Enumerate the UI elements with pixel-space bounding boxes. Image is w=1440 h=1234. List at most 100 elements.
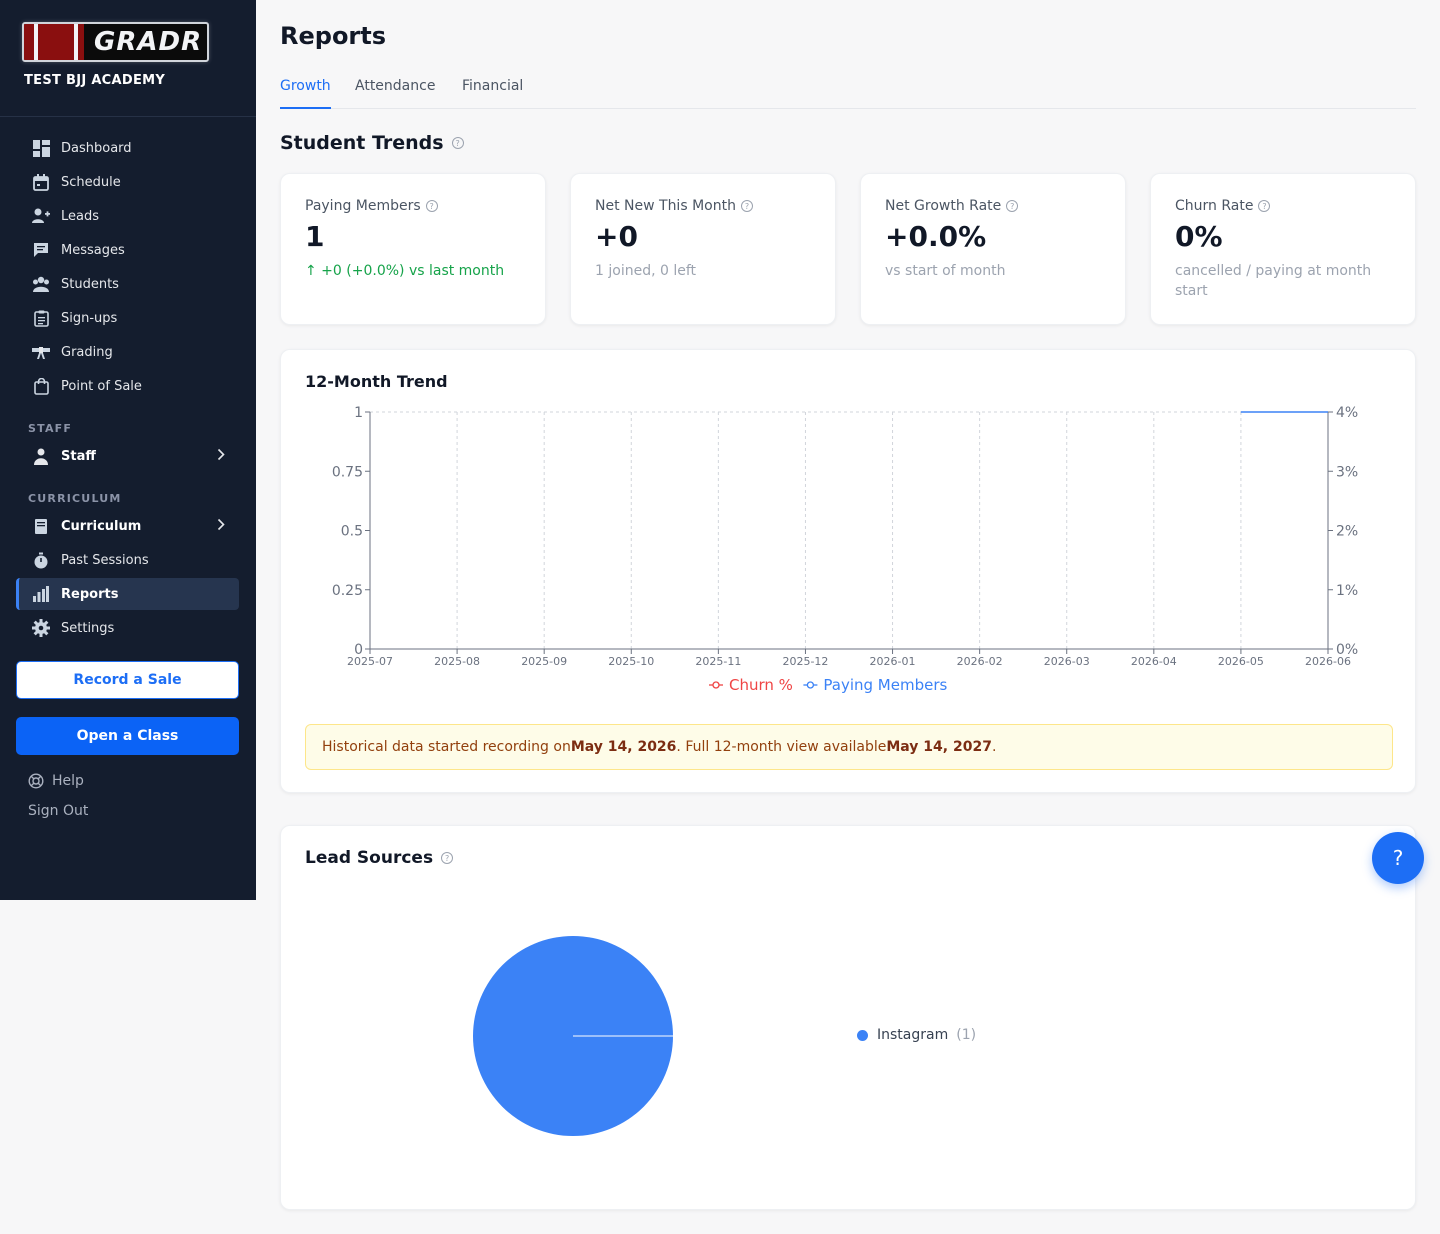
y-left-tick-label: 1	[354, 405, 363, 421]
sidebar-item-curriculum[interactable]: Curriculum	[16, 510, 239, 542]
group-icon	[32, 275, 50, 293]
sidebar-item-sign-ups[interactable]: Sign-ups	[16, 302, 239, 334]
stat-value: 1	[305, 220, 325, 253]
sidebar-item-label: Point of Sale	[61, 378, 142, 394]
open-class-button[interactable]: Open a Class	[16, 717, 239, 755]
sidebar-item-students[interactable]: Students	[16, 268, 239, 300]
stat-card-paying-members: Paying Members ? 1 ↑ +0 (+0.0%) vs last …	[280, 173, 546, 325]
y-left-tick-label: 0.75	[332, 464, 363, 480]
stat-subtext: cancelled / paying at month start	[1175, 263, 1372, 299]
help-circle-icon[interactable]: ?	[1006, 200, 1019, 212]
chevron-right-icon	[217, 518, 225, 535]
lead-sources-card: Lead Sources ? Instagram (1)	[280, 825, 1416, 1210]
stat-value: +0.0%	[885, 220, 987, 253]
notice-start-date: May 14, 2026	[570, 739, 677, 755]
stat-subtext: 1 joined, 0 left	[595, 263, 697, 279]
legend-label: Churn %	[729, 676, 793, 694]
sidebar-item-point-of-sale[interactable]: Point of Sale	[16, 370, 239, 402]
stat-label: Paying Members	[305, 198, 421, 214]
sidebar-item-schedule[interactable]: Schedule	[16, 166, 239, 198]
help-circle-icon[interactable]: ?	[441, 852, 454, 864]
lead-sources-title: Lead Sources	[305, 848, 434, 868]
x-tick-label: 2025-07	[347, 655, 393, 668]
help-circle-icon[interactable]: ?	[451, 137, 464, 149]
sidebar-item-past-sessions[interactable]: Past Sessions	[16, 544, 239, 576]
sidebar-item-label: Past Sessions	[61, 552, 149, 568]
help-label: Help	[52, 773, 84, 789]
legend-label: Instagram	[877, 1027, 949, 1043]
legend-count: (1)	[956, 1027, 977, 1043]
notice-suffix: .	[991, 739, 997, 755]
chat-icon	[32, 241, 50, 259]
sidebar-item-leads[interactable]: Leads	[16, 200, 239, 232]
legend-dot	[857, 1029, 868, 1041]
stat-label-row: Churn Rate ?	[1175, 198, 1391, 214]
sign-out-link[interactable]: Sign Out	[28, 803, 89, 819]
help-fab-button[interactable]: ?	[1372, 832, 1424, 884]
x-tick-label: 2026-04	[1131, 655, 1177, 668]
x-tick-label: 2026-06	[1305, 655, 1351, 668]
x-tick-label: 2026-02	[957, 655, 1003, 668]
sidebar-item-dashboard[interactable]: Dashboard	[16, 132, 239, 164]
bar-chart-icon	[32, 585, 50, 603]
person-icon	[32, 447, 50, 465]
pie-legend-item[interactable]: Instagram (1)	[857, 1027, 976, 1043]
curriculum-section-label: CURRICULUM	[28, 492, 122, 505]
stat-card-churn-rate: Churn Rate ? 0% cancelled / paying at mo…	[1150, 173, 1416, 325]
sidebar-item-label: Leads	[61, 208, 100, 224]
legend-marker-dot	[712, 681, 720, 689]
student-trends-title: Student Trends	[280, 132, 444, 154]
x-tick-label: 2025-09	[521, 655, 567, 668]
help-link[interactable]: Help	[28, 773, 84, 789]
stat-card-net-new: Net New This Month ? +0 1 joined, 0 left	[570, 173, 836, 325]
x-tick-label: 2026-03	[1044, 655, 1090, 668]
stat-value: 0%	[1175, 220, 1223, 253]
tab-financial[interactable]: Financial	[462, 78, 524, 94]
y-right-tick-label: 3%	[1336, 464, 1358, 480]
x-tick-label: 2025-12	[782, 655, 828, 668]
help-circle-icon[interactable]: ?	[425, 200, 438, 212]
y-right-tick-label: 0%	[1336, 642, 1358, 658]
tab-growth[interactable]: Growth	[280, 76, 331, 109]
logo-text: GRADR	[94, 27, 203, 57]
calendar-icon	[32, 173, 50, 191]
record-sale-button[interactable]: Record a Sale	[16, 661, 239, 699]
sidebar-item-label: Schedule	[61, 174, 121, 190]
shopping-bag-icon	[32, 377, 50, 395]
sidebar-item-staff[interactable]: Staff	[16, 440, 239, 472]
historical-data-notice: Historical data started recording on May…	[305, 724, 1393, 770]
tab-attendance[interactable]: Attendance	[355, 78, 436, 94]
gradr-logo[interactable]: GRADR	[22, 22, 209, 62]
student-trends-heading: Student Trends ?	[280, 132, 464, 154]
y-left-tick-label: 0	[354, 642, 363, 658]
sidebar-item-reports[interactable]: Reports	[16, 578, 239, 610]
lifebuoy-icon	[28, 773, 44, 789]
gear-icon	[32, 619, 50, 637]
sidebar-item-label: Grading	[61, 344, 113, 360]
sidebar-item-label: Reports	[61, 586, 119, 602]
page-title: Reports	[280, 22, 387, 50]
help-circle-icon[interactable]: ?	[1258, 200, 1271, 212]
legend-label: Paying Members	[823, 676, 947, 694]
stat-label-row: Net New This Month ?	[595, 198, 811, 214]
y-right-tick-label: 2%	[1336, 524, 1358, 540]
book-icon	[32, 517, 50, 535]
report-tabs: Growth Attendance Financial	[280, 76, 1416, 109]
x-tick-label: 2025-10	[608, 655, 654, 668]
notice-full-date: May 14, 2027	[886, 739, 992, 755]
notice-middle: . Full 12-month view available	[676, 739, 887, 755]
sidebar-item-messages[interactable]: Messages	[16, 234, 239, 266]
sidebar-item-label: Students	[61, 276, 119, 292]
stat-value: +0	[595, 220, 638, 253]
stat-label: Net Growth Rate	[885, 198, 1002, 214]
sidebar-item-label: Messages	[61, 242, 125, 258]
help-circle-icon[interactable]: ?	[740, 200, 753, 212]
y-right-tick-label: 1%	[1336, 583, 1358, 599]
clipboard-icon	[32, 309, 50, 327]
stat-subtext: vs start of month	[885, 263, 1006, 279]
sidebar-item-grading[interactable]: Grading	[16, 336, 239, 368]
trend-chart: 2025-07 2025-08 2025-09 2025-10 2025-11 2025-…	[332, 405, 1358, 694]
trend-chart-title: 12-Month Trend	[305, 372, 448, 391]
x-tick-label: 2025-11	[695, 655, 741, 668]
sidebar-item-settings[interactable]: Settings	[16, 612, 239, 644]
